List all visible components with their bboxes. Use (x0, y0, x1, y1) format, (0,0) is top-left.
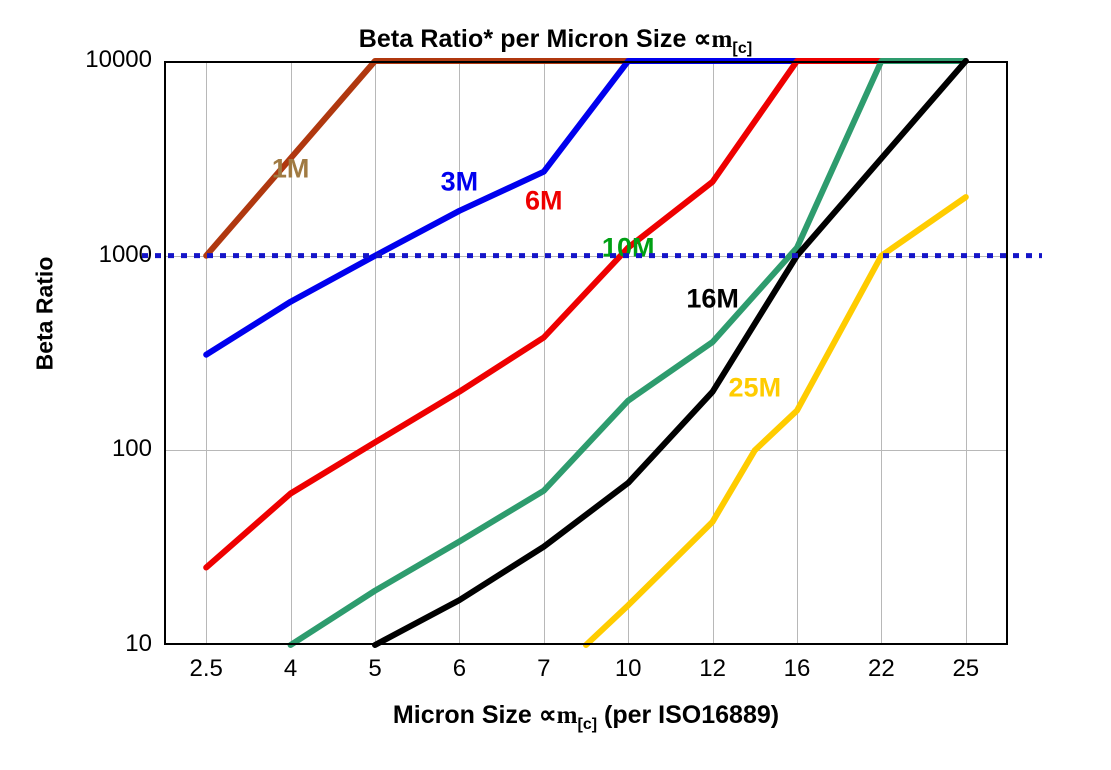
series-label-10M: 10M (601, 232, 655, 263)
x-tick-label-10: 10 (614, 655, 642, 682)
gridline-vertical-10 (628, 61, 629, 645)
plot-area: 1M 3M 6M 10M 16M 25M (164, 58, 1008, 648)
gridline-vertical-12 (713, 61, 714, 645)
y-axis-tick-labels: 10 100 1000 10000 (24, 46, 152, 657)
gridline-vertical-25 (966, 61, 967, 645)
x-axis-title: Micron Size ∝m[c] (per ISO16889) (164, 700, 1008, 734)
x-tick-label-4: 4 (283, 655, 298, 682)
x-tick-label-6: 6 (452, 655, 467, 682)
series-line-6M (203, 58, 969, 571)
series-label-25M: 25M (728, 372, 782, 403)
series-line-1M (203, 58, 969, 259)
series-label-3M: 3M (440, 166, 479, 197)
x-tick-label-22: 22 (868, 655, 895, 682)
gridline-vertical-5 (375, 61, 376, 645)
y-tick-label-1000: 1000 (98, 240, 152, 268)
series-label-6M: 6M (525, 185, 563, 216)
series-line-25M (583, 194, 969, 648)
chart-title-main: Beta Ratio* per Micron Size (358, 25, 694, 53)
chart-title: Beta Ratio* per Micron Size ∝m[c] (0, 24, 1111, 58)
series-line-16M (372, 58, 969, 648)
x-tick-label-7: 7 (537, 655, 551, 682)
x-axis-title-symbol: ∝m (538, 702, 578, 729)
chart-title-symbol: ∝m (693, 26, 733, 53)
x-tick-label-25: 25 (952, 655, 980, 682)
x-tick-label-12: 12 (699, 655, 726, 682)
gridline-vertical-4 (291, 61, 292, 645)
series-label-16M: 16M (686, 283, 739, 314)
chart-title-subscript: [c] (732, 40, 753, 57)
x-axis-tick-labels: 2.5 4 5 6 7 10 12 16 22 25 (164, 655, 1008, 695)
series-lines (203, 58, 969, 648)
series-line-10M (287, 58, 969, 648)
x-axis-title-tail: (per ISO16889) (597, 701, 780, 729)
series-label-1M: 1M (271, 153, 310, 184)
x-axis-title-subscript: [c] (577, 716, 598, 733)
x-axis-title-main: Micron Size (392, 701, 539, 729)
y-tick-label-10000: 10000 (85, 46, 152, 73)
y-tick-label-100: 100 (111, 435, 152, 463)
y-tick-label-10: 10 (125, 630, 152, 657)
gridline-vertical-7 (544, 61, 545, 645)
x-tick-label-5: 5 (368, 655, 382, 682)
x-tick-label-2-5: 2.5 (189, 655, 223, 682)
x-tick-label-16: 16 (783, 655, 811, 682)
gridline-vertical-6 (459, 61, 460, 645)
gridline-vertical-22 (881, 61, 882, 645)
gridline-horizontal-100 (164, 450, 1008, 451)
gridline-vertical-16 (797, 61, 798, 645)
